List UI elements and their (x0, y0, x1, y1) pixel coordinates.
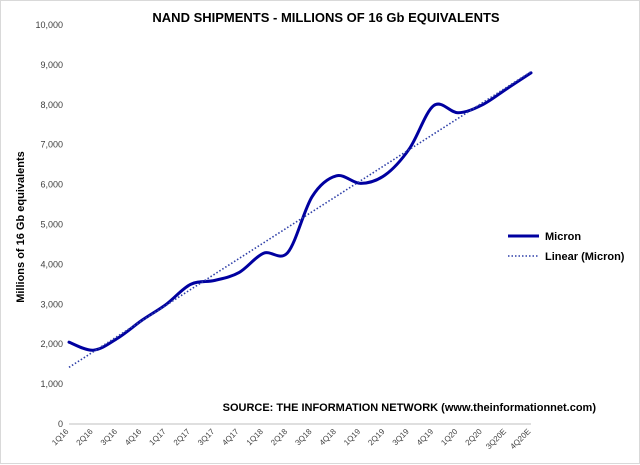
x-tick-label: 3Q18 (293, 427, 314, 448)
micron-point (67, 340, 71, 344)
micron-point (310, 195, 314, 199)
x-tick-label: 3Q16 (99, 427, 120, 448)
x-tick-label: 2Q17 (172, 427, 193, 448)
x-tick-label: 4Q16 (123, 427, 144, 448)
x-tick-label: 4Q20E (508, 427, 532, 451)
x-tick-label: 3Q20E (484, 427, 508, 451)
micron-point (286, 250, 290, 254)
legend-label-micron: Micron (545, 231, 581, 243)
x-tick-label: 4Q19 (415, 427, 436, 448)
series-layer (67, 70, 533, 369)
linear-point (529, 70, 533, 74)
y-tick-label: 5,000 (40, 220, 63, 230)
x-tick-label: 1Q18 (245, 427, 266, 448)
y-tick-label: 10,000 (35, 20, 63, 30)
micron-point (383, 173, 387, 177)
x-tick-label: 1Q16 (50, 427, 71, 448)
y-tick-label: 4,000 (40, 259, 63, 269)
linear-point (334, 194, 338, 198)
linear-point (116, 334, 120, 338)
linear-point (262, 241, 266, 245)
source-annotation: SOURCE: THE INFORMATION NETWORK (www.the… (223, 402, 597, 414)
y-tick-label: 0 (58, 419, 63, 429)
linear-point (407, 147, 411, 151)
y-axis-label: Millions of 16 Gb equivalents (15, 151, 27, 303)
linear-point (286, 225, 290, 229)
x-tick-label: 1Q19 (342, 427, 363, 448)
series-line-micron (67, 71, 533, 352)
x-tick-label: 3Q17 (196, 427, 217, 448)
linear-point (189, 288, 193, 292)
linear-point (359, 179, 363, 183)
linear-point (67, 365, 71, 369)
linear-point (432, 132, 436, 136)
y-tick-label: 3,000 (40, 299, 63, 309)
y-tick-label: 7,000 (40, 140, 63, 150)
x-tick-label: 4Q17 (220, 427, 241, 448)
linear-point (164, 303, 168, 307)
y-tick-label: 8,000 (40, 100, 63, 110)
linear-point (456, 116, 460, 120)
y-tick-label: 1,000 (40, 379, 63, 389)
x-tick-label: 1Q20 (439, 427, 460, 448)
x-tick-label: 2Q19 (366, 427, 387, 448)
x-tick-label: 2Q16 (75, 427, 96, 448)
micron-point (262, 251, 266, 255)
linear-point (383, 163, 387, 167)
x-tick-label: 1Q17 (147, 427, 168, 448)
linear-point (237, 256, 241, 260)
x-tick-label: 3Q19 (391, 427, 412, 448)
linear-point (213, 272, 217, 276)
legend: Micron Linear (Micron) (508, 231, 625, 263)
y-tick-label: 9,000 (40, 60, 63, 70)
micron-point (189, 282, 193, 286)
linear-point (480, 101, 484, 105)
linear-point (91, 350, 95, 354)
micron-point (213, 278, 217, 282)
x-tick-label: 2Q20 (464, 427, 485, 448)
y-axis: 0 1,000 2,000 3,000 4,000 5,000 6,000 7,000 8,00… (35, 20, 63, 429)
linear-point (310, 210, 314, 214)
x-tick-label: 4Q18 (318, 427, 339, 448)
y-tick-label: 6,000 (40, 180, 63, 190)
micron-point (456, 111, 460, 115)
micron-point (334, 174, 338, 178)
x-axis: 1Q16 2Q16 3Q16 4Q16 1Q17 2Q17 3Q17 4Q17 1Q18 2Q18… (50, 423, 532, 451)
x-tick-label: 2Q18 (269, 427, 290, 448)
y-tick-label: 2,000 (40, 339, 63, 349)
legend-label-linear: Linear (Micron) (545, 251, 625, 263)
linear-point (505, 85, 509, 89)
chart-title: NAND SHIPMENTS - MILLIONS OF 16 Gb EQUIV… (152, 10, 499, 25)
series-line-linear-micron (68, 71, 532, 369)
linear-point (140, 319, 144, 323)
micron-point (237, 270, 241, 274)
micron-point (432, 104, 436, 108)
